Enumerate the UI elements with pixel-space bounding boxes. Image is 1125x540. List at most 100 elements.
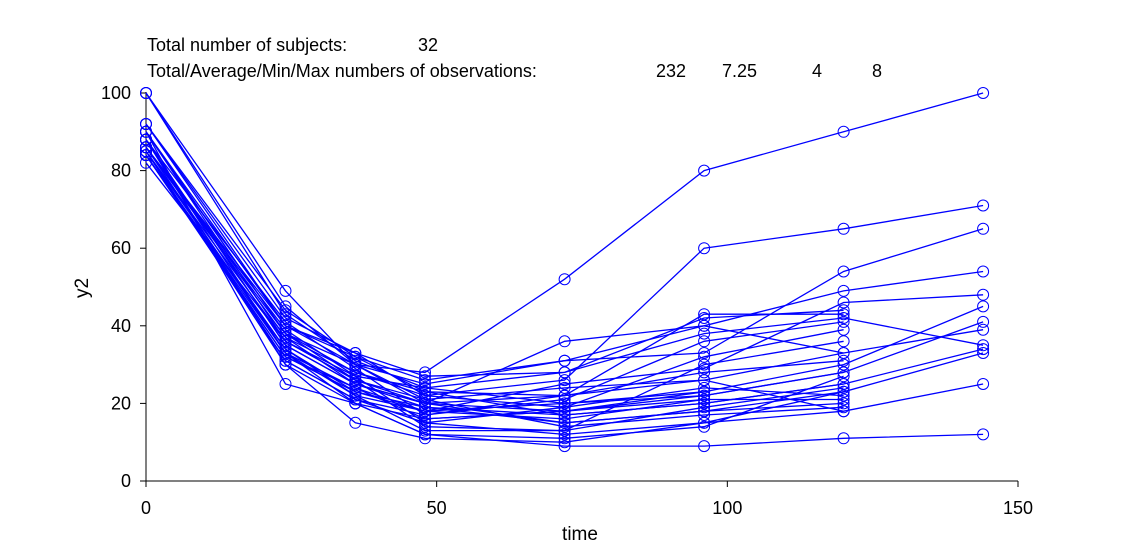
data-point <box>279 335 292 348</box>
data-point <box>419 409 431 421</box>
series-line <box>145 146 844 424</box>
data-point <box>977 378 990 390</box>
data-point <box>837 366 850 379</box>
data-point <box>558 366 571 379</box>
series-19 <box>140 125 850 387</box>
x-tick-label: 0 <box>141 498 151 518</box>
data-point <box>419 405 431 418</box>
y-tick-label: 40 <box>111 316 131 336</box>
data-point <box>698 335 711 348</box>
series-line <box>145 162 984 401</box>
data-point <box>698 393 711 406</box>
data-point <box>837 385 850 398</box>
data-point <box>279 284 292 297</box>
data-point <box>558 420 571 433</box>
data-point <box>698 389 711 402</box>
series-29 <box>140 145 850 441</box>
data-point <box>698 327 711 340</box>
data-point <box>837 323 850 336</box>
data-point <box>349 378 362 390</box>
data-point <box>279 358 292 371</box>
y-tick-label: 80 <box>111 161 131 181</box>
data-point <box>558 335 571 348</box>
data-point <box>698 319 711 332</box>
series-line <box>145 131 705 405</box>
data-point <box>349 381 362 394</box>
series-30 <box>140 149 850 445</box>
data-point <box>349 350 362 363</box>
data-point <box>837 315 850 328</box>
data-point <box>279 354 292 367</box>
data-point <box>837 125 850 138</box>
observations-max: 8 <box>872 61 883 81</box>
data-point <box>837 393 850 406</box>
data-point <box>698 347 711 359</box>
y-axis-label: y2 <box>72 278 93 298</box>
data-point <box>837 358 850 371</box>
data-point <box>837 381 850 394</box>
data-point <box>977 347 990 359</box>
series-32 <box>140 141 711 418</box>
series-31 <box>140 125 711 410</box>
series-28 <box>140 118 850 418</box>
data-point <box>419 378 431 390</box>
series-line <box>145 139 844 420</box>
y-tick-label: 60 <box>111 238 131 258</box>
series-2 <box>140 118 990 402</box>
data-point <box>698 164 711 177</box>
data-point <box>837 312 850 324</box>
data-point <box>419 370 431 383</box>
observations-label: Total/Average/Min/Max numbers of observa… <box>147 61 537 81</box>
series-line <box>145 154 844 439</box>
data-point <box>419 420 431 433</box>
data-point <box>558 389 571 402</box>
data-point <box>977 288 990 301</box>
data-point <box>140 141 152 154</box>
y-tick-label: 100 <box>101 83 131 103</box>
data-point <box>837 335 850 348</box>
data-point <box>558 354 571 367</box>
y-tick-label: 0 <box>121 471 131 491</box>
x-axis-label: time <box>562 524 598 540</box>
data-point <box>558 273 571 286</box>
series-line <box>145 146 984 412</box>
data-point <box>698 312 711 324</box>
data-point <box>977 87 990 99</box>
data-point <box>349 416 362 429</box>
data-point <box>140 118 152 130</box>
data-point <box>977 315 990 328</box>
series-4 <box>140 133 990 410</box>
data-point <box>558 412 571 425</box>
data-point <box>419 381 431 394</box>
data-point <box>698 308 711 321</box>
data-point <box>558 381 571 394</box>
series-line <box>145 131 844 381</box>
data-point <box>349 354 362 367</box>
series-line <box>145 146 705 412</box>
data-point <box>419 428 431 441</box>
data-point <box>419 397 431 410</box>
data-point <box>698 420 711 433</box>
data-point <box>837 432 850 445</box>
data-point <box>558 409 571 421</box>
data-point <box>698 416 711 429</box>
observations-total: 232 <box>656 61 687 81</box>
data-point <box>558 405 571 418</box>
data-point <box>419 393 431 406</box>
data-point <box>419 389 431 402</box>
x-tick-label: 100 <box>712 498 742 518</box>
series-line <box>145 150 844 432</box>
data-point <box>558 393 571 406</box>
series-23 <box>140 145 850 437</box>
data-point <box>279 378 292 390</box>
data-point <box>140 145 152 158</box>
data-point <box>419 401 431 414</box>
series-line <box>145 146 844 428</box>
series-line <box>145 150 844 436</box>
data-point <box>837 308 850 321</box>
data-point <box>558 401 571 414</box>
series-12 <box>140 118 990 383</box>
data-point <box>837 296 850 309</box>
data-point <box>558 440 571 453</box>
data-point <box>349 366 362 379</box>
